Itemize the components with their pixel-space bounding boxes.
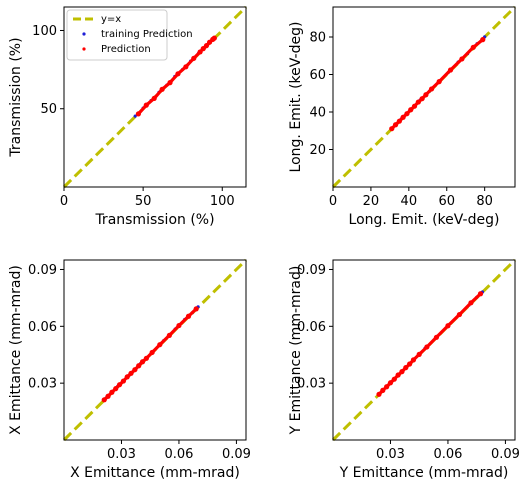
- prediction-band: [469, 292, 483, 305]
- prediction-band: [150, 343, 162, 355]
- prediction-band: [448, 57, 464, 72]
- y-tick-label: 80: [309, 31, 326, 46]
- prediction-band: [136, 103, 148, 116]
- x-tick-label: 0: [60, 194, 68, 209]
- panel-1: 0 50 100 50 100 Transmission (%) Transmission …: [8, 5, 248, 228]
- y-tick-label: 60: [309, 68, 326, 83]
- prediction-band: [457, 301, 473, 317]
- prediction-band: [176, 65, 188, 76]
- axes-frame: [332, 6, 516, 188]
- x-axis-label: Y Emittance (mm-mrad): [339, 465, 509, 481]
- x-tick-label: 40: [401, 194, 418, 209]
- prediction-band: [211, 36, 216, 42]
- prediction-band: [471, 38, 485, 49]
- panel-3: 0.03 0.06 0.09 0.03 0.06 0.09 X Emittance (mm-…: [8, 258, 251, 481]
- x-tick-label: 0.06: [433, 447, 462, 462]
- x-tick-label: 20: [363, 194, 380, 209]
- y-tick-label: 0.03: [297, 377, 326, 392]
- axes-frame: [332, 259, 516, 441]
- y-tick-label: 0.09: [28, 263, 57, 278]
- legend-box: [66, 9, 168, 61]
- y-axis-label: Long. Emit. (keV-deg): [288, 22, 304, 173]
- x-tick-label: 0.03: [376, 447, 405, 462]
- y-tick-label: 0.09: [297, 263, 326, 278]
- panel-4: 0.03 0.06 0.090.030.060.09Y Emittance (mm-…: [288, 258, 520, 481]
- y-axis-label: X Emittance (mm-mrad): [8, 265, 24, 435]
- prediction-band: [417, 345, 429, 356]
- legend-swatch-prediction: [82, 47, 86, 51]
- x-axis-label: Transmission (%): [94, 212, 214, 228]
- prediction-band: [425, 335, 439, 349]
- prediction-band: [158, 333, 171, 347]
- y-tick-label: 0.06: [297, 320, 326, 335]
- x-tick-label: 60: [438, 194, 455, 209]
- y-axis-label: Y Emittance (mm-mrad): [288, 266, 304, 436]
- x-tick-label: 100: [210, 194, 235, 209]
- legend-label: y=x: [101, 14, 121, 25]
- prediction-band: [437, 68, 453, 84]
- y-tick-label: 20: [309, 143, 326, 158]
- x-tick-label: 0.09: [222, 447, 251, 462]
- x-tick-label: 0.09: [491, 447, 520, 462]
- axes-frame: [63, 6, 247, 188]
- y-tick-label: 0.03: [28, 377, 57, 392]
- legend-label: training Prediction: [101, 29, 193, 40]
- legend-label: Prediction: [101, 44, 151, 55]
- x-axis-label: X Emittance (mm-mrad): [70, 465, 240, 481]
- prediction-band: [160, 80, 172, 91]
- y-axis-label: Transmission (%): [8, 37, 24, 157]
- legend-swatch-training-prediction: [82, 32, 86, 36]
- y-tick-label: 0.06: [28, 320, 57, 335]
- x-tick-label: 80: [476, 194, 493, 209]
- y-tick-label: 100: [32, 24, 57, 39]
- prediction-band: [446, 312, 462, 328]
- prediction-band: [167, 323, 181, 338]
- legend: y=x training Prediction Prediction: [66, 9, 193, 61]
- y-tick-label: 50: [40, 102, 57, 117]
- axes-frame: [63, 259, 247, 441]
- prediction-band: [152, 87, 164, 101]
- prediction-band: [434, 324, 450, 339]
- x-tick-label: 0: [329, 194, 337, 209]
- prediction-band: [186, 307, 198, 318]
- y-tick-label: 40: [309, 106, 326, 121]
- prediction-band: [144, 96, 156, 107]
- prediction-band: [184, 56, 196, 69]
- x-axis-label: Long. Emit. (keV-deg): [349, 212, 500, 228]
- panel-2: 0 20 40 60 80 20 40 60 80 Long. Emit. (keV-deg) Lo…: [288, 5, 517, 228]
- prediction-band: [168, 72, 180, 85]
- prediction-band: [460, 45, 475, 61]
- x-tick-label: 50: [135, 194, 152, 209]
- prediction-band: [429, 80, 441, 91]
- prediction-band: [177, 314, 191, 328]
- x-tick-label: 0.03: [107, 447, 136, 462]
- x-tick-label: 0.06: [164, 447, 193, 462]
